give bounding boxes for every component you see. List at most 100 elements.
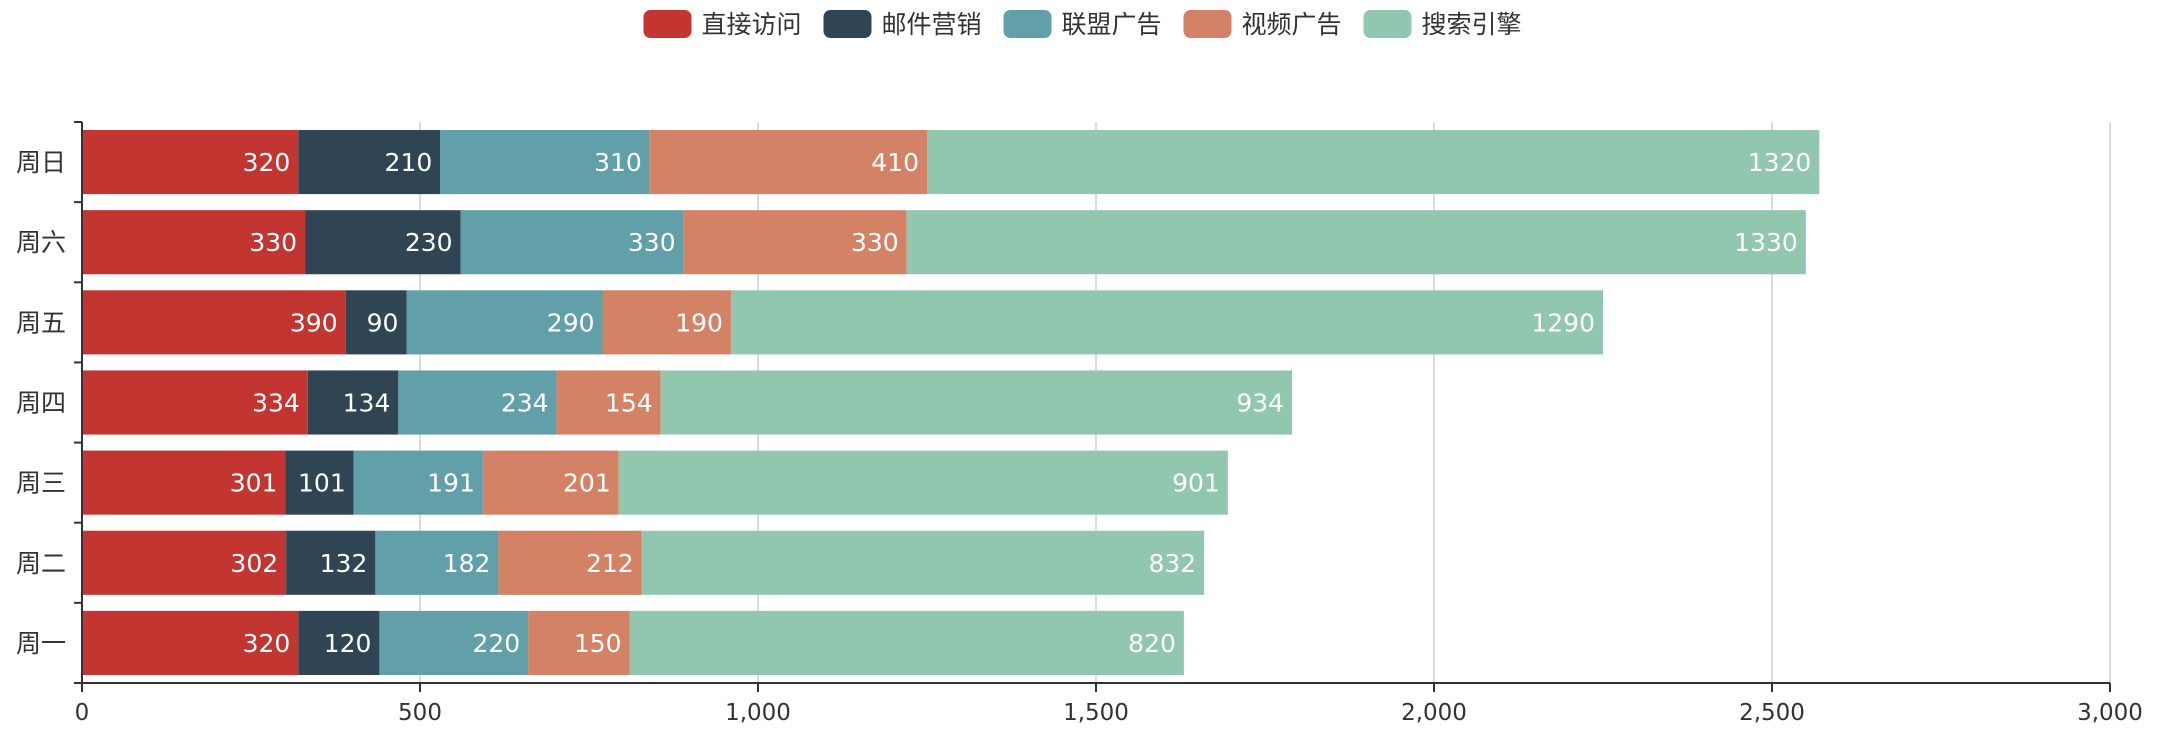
bar-周五-视频广告[interactable] (602, 290, 731, 355)
bar-周日-搜索引擎[interactable] (927, 130, 1820, 195)
bar-周五-联盟广告[interactable] (406, 290, 603, 355)
x-tick-label-0: 0 (75, 700, 90, 726)
legend-item-搜索引擎[interactable]: 搜索引擎 (1363, 10, 1522, 39)
data-label-周日-邮件营销: 210 (385, 148, 433, 177)
y-tick-label-周四: 周四 (16, 389, 66, 418)
bar-周二-视频广告[interactable] (498, 530, 642, 595)
legend-item-联盟广告[interactable]: 联盟广告 (1003, 10, 1162, 39)
data-label-周五-视频广告: 190 (675, 308, 723, 337)
bar-周三-搜索引擎[interactable] (618, 450, 1228, 515)
data-label-周日-视频广告: 410 (871, 148, 919, 177)
bar-周一-联盟广告[interactable] (379, 610, 529, 675)
data-label-周日-直接访问: 320 (243, 148, 291, 177)
bar-周日-直接访问[interactable] (82, 130, 299, 195)
bars-layer (82, 130, 1820, 675)
bar-周二-搜索引擎[interactable] (641, 530, 1205, 595)
data-label-周五-直接访问: 390 (290, 308, 338, 337)
data-label-周二-视频广告: 212 (586, 549, 634, 578)
bar-周四-视频广告[interactable] (556, 370, 661, 435)
data-label-周一-邮件营销: 120 (324, 629, 372, 658)
bar-周六-直接访问[interactable] (82, 210, 306, 275)
data-label-周三-直接访问: 301 (230, 469, 278, 498)
bar-周三-邮件营销[interactable] (285, 450, 354, 515)
data-label-周六-直接访问: 330 (249, 228, 297, 257)
data-label-周六-邮件营销: 230 (405, 228, 453, 257)
bar-周一-邮件营销[interactable] (298, 610, 380, 675)
data-label-周四-视频广告: 154 (605, 389, 653, 418)
bar-周六-邮件营销[interactable] (305, 210, 461, 275)
bar-周六-搜索引擎[interactable] (906, 210, 1806, 275)
y-tick-label-周一: 周一 (16, 629, 66, 658)
data-label-周二-邮件营销: 132 (320, 549, 368, 578)
data-label-周一-搜索引擎: 820 (1128, 629, 1176, 658)
legend-swatch-搜索引擎 (1363, 10, 1412, 38)
data-label-周六-视频广告: 330 (851, 228, 899, 257)
data-label-周三-邮件营销: 101 (298, 469, 346, 498)
data-label-周四-搜索引擎: 934 (1236, 389, 1284, 418)
data-label-周一-视频广告: 150 (574, 629, 622, 658)
data-label-周三-搜索引擎: 901 (1172, 469, 1220, 498)
data-label-周六-联盟广告: 330 (628, 228, 676, 257)
legend: 直接访问 邮件营销 联盟广告 视频广告 搜索引擎 (643, 10, 1522, 39)
data-labels-layer: 320 120 220 150 820 302 132 182 212 832 301 101 191 2… (230, 148, 1812, 658)
bar-周二-联盟广告[interactable] (375, 530, 499, 595)
bar-周五-搜索引擎[interactable] (730, 290, 1603, 355)
bar-周三-直接访问[interactable] (82, 450, 286, 515)
data-label-周二-直接访问: 302 (230, 549, 278, 578)
bar-周四-邮件营销[interactable] (307, 370, 399, 435)
bar-周三-联盟广告[interactable] (353, 450, 483, 515)
x-tick-label-2000: 2,000 (1401, 700, 1467, 726)
x-tick-label-2500: 2,500 (1739, 700, 1805, 726)
bar-周日-联盟广告[interactable] (440, 130, 650, 195)
bar-周五-邮件营销[interactable] (345, 290, 407, 355)
legend-swatch-邮件营销 (823, 10, 872, 38)
bar-周四-搜索引擎[interactable] (660, 370, 1293, 435)
bar-周日-邮件营销[interactable] (298, 130, 441, 195)
y-tick-label-周三: 周三 (16, 469, 66, 498)
axes-layer: 周一 周二 周三 周四 周五 周六 周日 0 500 1,000 1,500 2,000 2,500 3,… (16, 121, 2143, 726)
bar-周五-直接访问[interactable] (82, 290, 346, 355)
x-tick-label-500: 500 (398, 700, 442, 726)
x-tick-label-1500: 1,500 (1063, 700, 1129, 726)
data-label-周三-视频广告: 201 (563, 469, 611, 498)
legend-swatch-联盟广告 (1003, 10, 1052, 38)
data-label-周五-联盟广告: 290 (547, 308, 595, 337)
legend-label-邮件营销: 邮件营销 (882, 10, 982, 39)
bar-周一-搜索引擎[interactable] (629, 610, 1184, 675)
legend-item-邮件营销[interactable]: 邮件营销 (823, 10, 982, 39)
data-label-周四-直接访问: 334 (252, 389, 300, 418)
bar-周二-直接访问[interactable] (82, 530, 287, 595)
data-label-周四-联盟广告: 234 (501, 389, 549, 418)
data-label-周六-搜索引擎: 1330 (1734, 228, 1798, 257)
bar-周一-视频广告[interactable] (528, 610, 630, 675)
bar-周一-直接访问[interactable] (82, 610, 299, 675)
legend-label-搜索引擎: 搜索引擎 (1422, 10, 1522, 39)
legend-item-视频广告[interactable]: 视频广告 (1183, 10, 1342, 39)
data-label-周五-搜索引擎: 1290 (1531, 308, 1595, 337)
data-label-周一-联盟广告: 220 (472, 629, 520, 658)
legend-label-联盟广告: 联盟广告 (1062, 10, 1162, 39)
legend-swatch-直接访问 (643, 10, 692, 38)
data-label-周日-搜索引擎: 1320 (1748, 148, 1812, 177)
y-tick-label-周日: 周日 (16, 148, 66, 177)
data-label-周三-联盟广告: 191 (427, 469, 475, 498)
bar-周三-视频广告[interactable] (482, 450, 619, 515)
data-label-周日-联盟广告: 310 (594, 148, 642, 177)
x-tick-label-1000: 1,000 (725, 700, 791, 726)
data-label-周二-联盟广告: 182 (443, 549, 491, 578)
legend-item-直接访问[interactable]: 直接访问 (643, 10, 802, 39)
y-tick-label-周六: 周六 (16, 228, 66, 257)
bar-周四-联盟广告[interactable] (398, 370, 557, 435)
data-label-周一-直接访问: 320 (243, 629, 291, 658)
x-tick-label-3000: 3,000 (2077, 700, 2143, 726)
bar-周六-视频广告[interactable] (683, 210, 907, 275)
data-label-周四-邮件营销: 134 (343, 389, 391, 418)
bar-周二-邮件营销[interactable] (286, 530, 376, 595)
bar-周六-联盟广告[interactable] (460, 210, 684, 275)
bar-周四-直接访问[interactable] (82, 370, 308, 435)
legend-swatch-视频广告 (1183, 10, 1232, 38)
legend-label-直接访问: 直接访问 (702, 10, 802, 39)
bar-周日-视频广告[interactable] (649, 130, 927, 195)
